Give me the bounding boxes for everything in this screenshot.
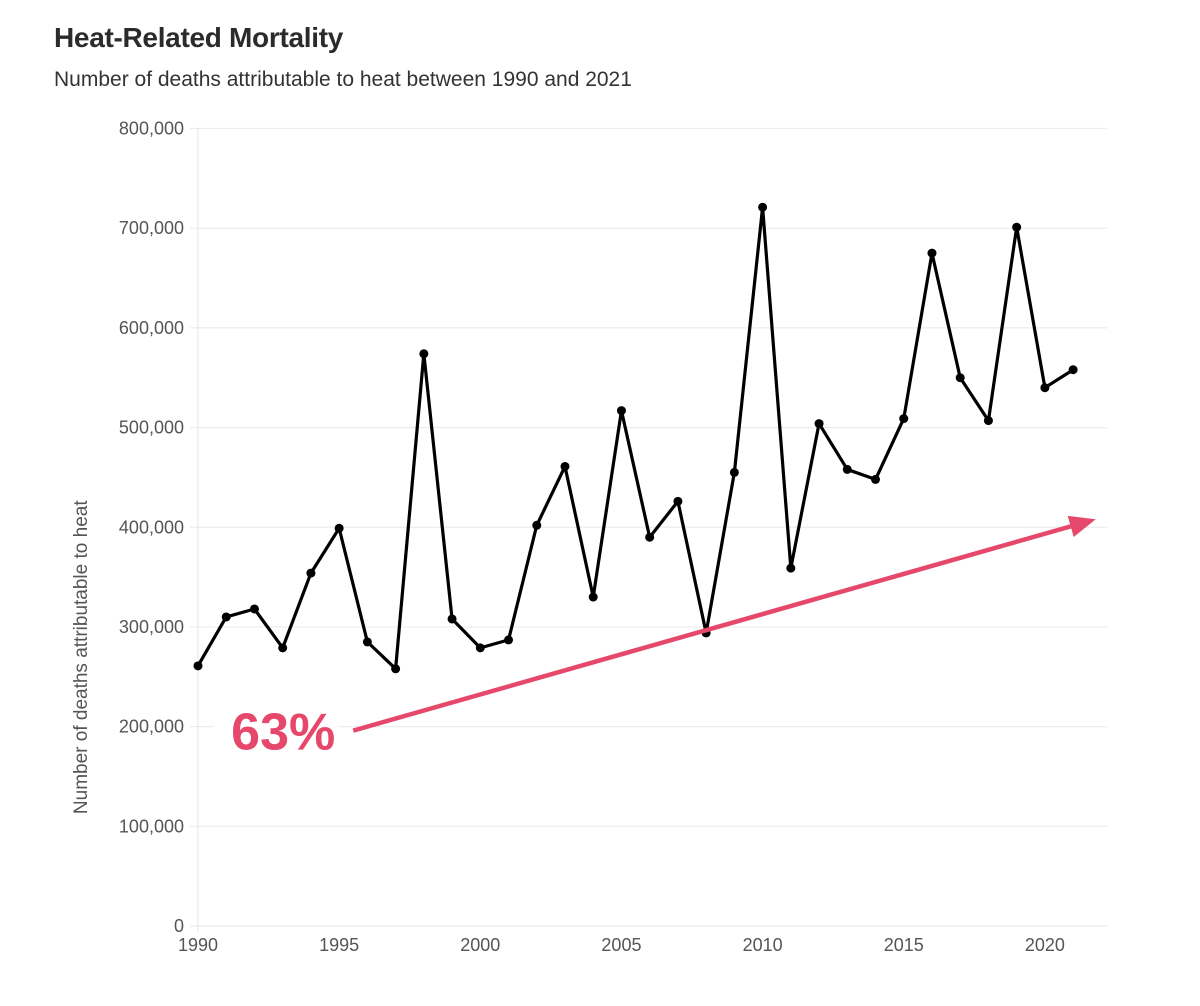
data-point: [899, 414, 909, 424]
y-tick-label: 400,000: [119, 517, 184, 537]
data-point: [447, 614, 457, 624]
y-axis-title: Number of deaths attributable to heat: [71, 500, 92, 814]
data-point: [616, 406, 626, 416]
data-point: [645, 532, 655, 542]
series-layer: [193, 202, 1078, 674]
y-tick-label: 700,000: [119, 218, 184, 238]
data-point: [927, 248, 937, 258]
data-point: [673, 496, 683, 506]
y-tick-label: 500,000: [119, 418, 184, 438]
data-point: [1012, 222, 1022, 232]
trend-arrow-shaft: [352, 524, 1072, 733]
x-tick-label: 2000: [460, 935, 500, 955]
annotation-label-bg: [213, 705, 340, 760]
data-point: [249, 604, 259, 614]
annotation-label: 63%: [231, 704, 335, 762]
x-tick-label: 2015: [884, 935, 924, 955]
data-point: [955, 373, 965, 383]
data-point: [391, 664, 401, 674]
data-point: [560, 461, 570, 471]
x-tick-label: 2010: [743, 935, 783, 955]
x-tick-label: 2005: [601, 935, 641, 955]
chart-subtitle: Number of deaths attributable to heat be…: [54, 68, 632, 91]
data-point: [278, 643, 288, 653]
chart-title: Heat-Related Mortality: [54, 22, 344, 53]
annotation-layer: 63%: [213, 515, 1096, 762]
data-point: [475, 643, 485, 653]
trend-arrow-head: [1067, 515, 1096, 537]
data-point: [221, 612, 231, 622]
data-point: [729, 467, 739, 477]
y-tick-label: 600,000: [119, 318, 184, 338]
data-point: [786, 563, 796, 573]
data-point: [334, 523, 344, 533]
x-tick-label: 1995: [319, 935, 359, 955]
x-axis-ticks: 1990 1995 2000 2005 2010 2015 2020: [178, 935, 1065, 955]
y-tick-label: 0: [174, 916, 184, 936]
y-tick-label: 300,000: [119, 617, 184, 637]
data-point: [419, 349, 429, 359]
data-point: [306, 568, 316, 578]
y-axis-ticks: 0 100,000 200,000 300,000 400,000 500,000 600,…: [119, 119, 184, 937]
data-point: [1068, 365, 1078, 375]
data-point: [814, 419, 824, 429]
data-point: [362, 637, 372, 647]
series-line: [196, 205, 1075, 671]
data-point: [842, 464, 852, 474]
data-point: [588, 592, 598, 602]
y-tick-label: 100,000: [119, 816, 184, 836]
data-point: [504, 635, 514, 645]
x-tick-label: 1990: [178, 935, 218, 955]
data-point: [532, 520, 542, 530]
y-tick-label: 200,000: [119, 717, 184, 737]
data-point: [1040, 383, 1050, 393]
data-point: [758, 202, 768, 212]
data-point: [193, 661, 203, 671]
x-tick-label: 2020: [1025, 935, 1065, 955]
y-tick-label: 800,000: [119, 119, 184, 139]
data-point: [871, 474, 881, 484]
gridlines: [190, 127, 1107, 927]
data-point: [983, 416, 993, 426]
